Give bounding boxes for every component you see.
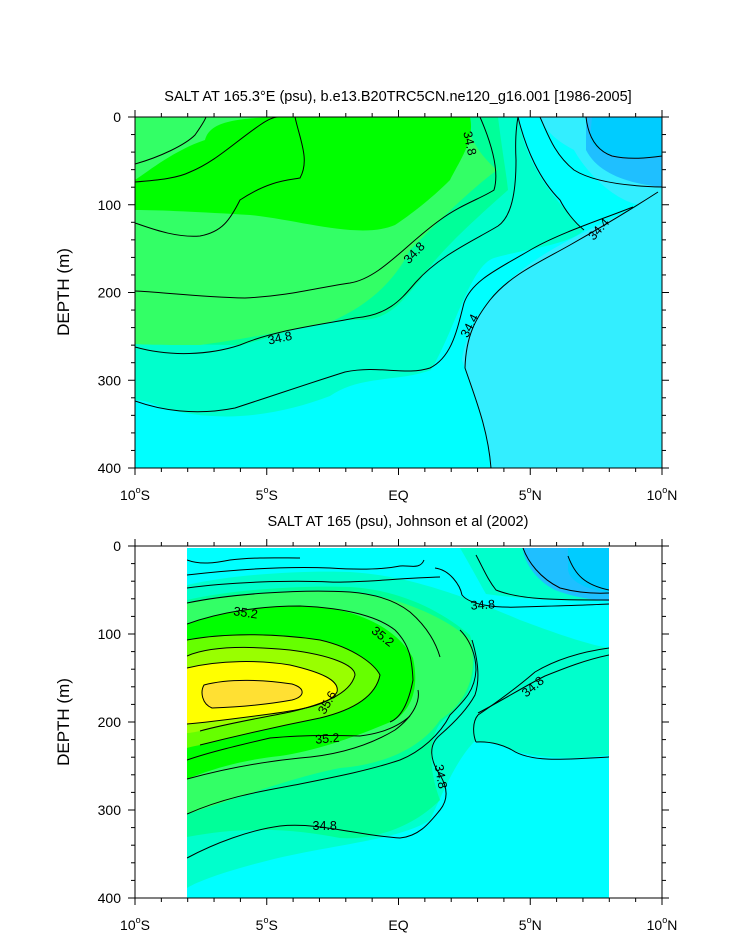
top-contour-line <box>135 117 305 237</box>
x-tick-label: 5oN <box>519 915 542 933</box>
top-y-axis-label: DEPTH (m) <box>54 248 73 336</box>
bottom-contour-line <box>187 590 441 658</box>
bottom-contour-line <box>522 548 609 594</box>
top-contour-line <box>135 117 519 355</box>
bottom-fill-tongue-34-5-region <box>450 741 609 898</box>
y-tick-label: 200 <box>98 285 122 301</box>
bottom-contour-line <box>187 647 356 732</box>
contour-label: 34.8 <box>267 329 294 348</box>
bottom-axes: 0 100 200 300 400 10oS 5oS EQ 5oN 10oN <box>98 538 678 933</box>
bottom-contour-line <box>187 576 441 589</box>
bottom-panel: SALT AT 165 (psu), Johnson et al (2002) <box>54 514 677 933</box>
x-tick-label: 5oN <box>519 485 542 503</box>
bottom-contour-line <box>473 647 609 743</box>
bottom-contour-line <box>187 689 419 780</box>
bottom-contour-line <box>187 629 477 815</box>
x-tick-label: EQ <box>388 917 408 933</box>
top-panel: SALT AT 165.3°E (psu), b.e13.B20TRC5CN.n… <box>54 89 677 503</box>
contour-label: 34.8 <box>313 819 337 833</box>
contour-label-text: 34.8 <box>432 763 450 789</box>
bottom-panel-title: SALT AT 165 (psu), Johnson et al (2002) <box>268 514 529 530</box>
y-tick-label: 100 <box>98 197 122 213</box>
bottom-contour-line <box>187 715 411 761</box>
bottom-contour-line <box>567 555 609 591</box>
bottom-contour-line <box>187 634 381 746</box>
x-tick-label: 5oS <box>256 915 278 933</box>
contour-label-text: 34.8 <box>470 597 495 612</box>
top-contour-line <box>539 117 662 188</box>
contour-label-text: 34.8 <box>313 819 337 833</box>
top-contour-line <box>135 206 634 413</box>
top-fill-34-4-region <box>462 117 662 468</box>
contour-label-text: 34.8 <box>460 130 479 157</box>
bottom-contour-fills <box>187 548 609 898</box>
bottom-contour-line <box>477 654 609 714</box>
y-tick-label: 300 <box>98 372 122 388</box>
y-tick-label: 400 <box>98 890 122 906</box>
bottom-contour-lines <box>187 548 609 859</box>
top-contour-lines <box>135 117 662 468</box>
top-contour-line <box>135 117 207 165</box>
bottom-contour-line <box>187 559 425 576</box>
bottom-y-axis-label: DEPTH (m) <box>54 678 73 766</box>
y-tick-label: 200 <box>98 714 122 730</box>
bottom-fill-35-7-region <box>202 680 303 708</box>
top-fill-34-2-region <box>590 117 662 159</box>
top-contour-line <box>135 117 279 183</box>
y-tick-label: 0 <box>113 538 121 554</box>
contour-label: 34.8 <box>460 130 479 157</box>
x-tick-label: 10oN <box>647 485 678 503</box>
top-contour-line <box>135 117 497 299</box>
bottom-contour-line <box>475 554 609 601</box>
bottom-contour-line <box>475 741 609 760</box>
y-tick-label: 100 <box>98 626 122 642</box>
contour-label: 35.2 <box>315 731 341 747</box>
x-tick-label: 5oS <box>256 485 278 503</box>
bottom-contour-line <box>434 567 609 608</box>
bottom-fill-low-34-2-region <box>568 548 609 593</box>
top-panel-title: SALT AT 165.3°E (psu), b.e13.B20TRC5CN.n… <box>164 89 631 105</box>
x-tick-label: 10oS <box>120 915 150 933</box>
top-contour-line <box>585 117 662 159</box>
bottom-contour-line <box>187 661 338 725</box>
x-tick-label: 10oS <box>120 485 150 503</box>
top-contour-line <box>517 117 585 231</box>
contour-label: 34.8 <box>432 763 450 789</box>
contour-label: 35.2 <box>233 604 259 621</box>
bottom-contour-line <box>201 679 303 709</box>
x-tick-label: EQ <box>388 487 408 503</box>
y-tick-label: 400 <box>98 460 122 476</box>
y-tick-label: 300 <box>98 802 122 818</box>
contour-label-text: 35.2 <box>233 604 259 621</box>
top-axes: 0 100 200 300 400 10oS 5oS EQ 5oN 10oN <box>98 109 678 503</box>
bottom-contour-line <box>187 639 479 859</box>
contour-label: 34.8 <box>470 597 495 612</box>
y-tick-label: 0 <box>113 109 121 125</box>
bottom-contour-line <box>187 557 301 564</box>
contour-label-text: 34.8 <box>267 329 294 348</box>
contour-label-text: 35.2 <box>315 731 341 747</box>
top-contour-line <box>464 191 659 468</box>
bottom-contour-line <box>187 605 414 723</box>
x-tick-label: 10oN <box>647 915 678 933</box>
top-contour-fills <box>135 117 662 468</box>
top-fill-35-2-region <box>135 117 471 231</box>
